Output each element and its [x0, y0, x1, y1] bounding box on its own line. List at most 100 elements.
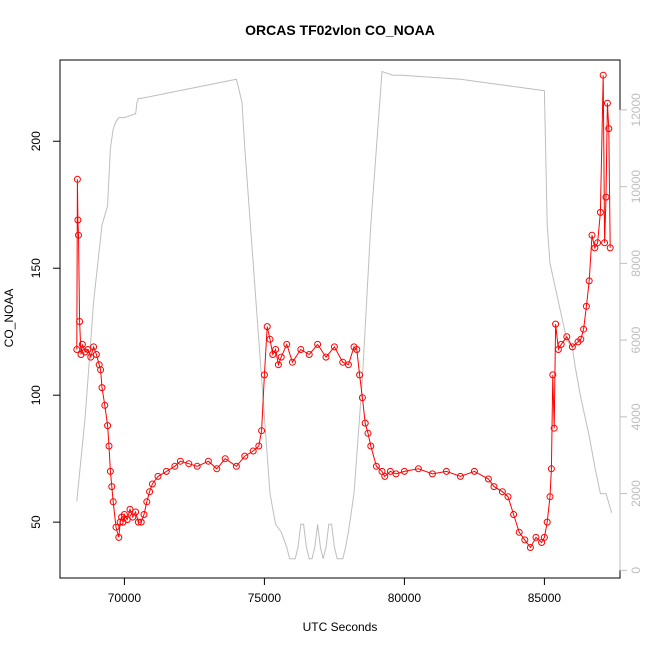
data-point: [106, 467, 114, 475]
data-point: [603, 99, 611, 107]
data-point: [550, 424, 558, 432]
data-point: [116, 518, 124, 526]
y2-tick-label: 4000: [629, 403, 643, 430]
data-point: [358, 394, 366, 402]
y2-tick-label: 2000: [629, 480, 643, 507]
data-point: [490, 483, 498, 491]
data-point: [504, 493, 512, 501]
data-point: [547, 465, 555, 473]
y-axis-label: CO_NOAA: [2, 289, 16, 348]
data-point: [84, 346, 92, 353]
primary-series: [73, 71, 614, 551]
data-point: [258, 427, 266, 435]
data-point: [255, 442, 263, 450]
data-point: [90, 343, 98, 351]
data-point: [78, 340, 86, 348]
data-point: [260, 371, 268, 379]
y-axis-left: 50 100 150 200: [29, 131, 61, 529]
data-point: [563, 333, 571, 341]
data-point: [322, 353, 330, 361]
data-point: [162, 467, 170, 475]
data-point: [283, 340, 291, 348]
data-point: [546, 493, 554, 501]
y2-tick-label: 0: [629, 567, 643, 574]
data-point: [582, 302, 590, 310]
data-point: [75, 231, 82, 239]
data-point: [557, 340, 565, 348]
data-point: [353, 346, 361, 353]
data-point: [232, 462, 240, 470]
data-point: [105, 442, 113, 450]
data-point: [132, 508, 140, 516]
data-point: [386, 467, 394, 475]
data-point: [95, 361, 103, 369]
data-point: [606, 244, 614, 252]
data-point: [549, 371, 557, 379]
data-point: [526, 544, 534, 551]
data-point: [585, 277, 593, 285]
data-point: [126, 505, 134, 513]
data-point: [456, 472, 464, 480]
y-tick-label: 50: [29, 515, 43, 529]
data-point: [137, 518, 145, 526]
data-point: [146, 488, 154, 496]
secondary-series-line: [76, 70, 613, 560]
data-point: [381, 472, 389, 480]
data-point: [148, 480, 156, 488]
data-point: [400, 467, 408, 475]
data-point: [428, 470, 436, 478]
data-point: [414, 465, 422, 473]
x-tick-label: 75000: [248, 591, 282, 605]
data-point: [249, 447, 257, 455]
data-point: [367, 442, 375, 450]
data-point: [543, 518, 551, 526]
data-point: [392, 470, 400, 478]
data-point: [115, 533, 123, 541]
chart-title: ORCAS TF02vlon CO_NOAA: [245, 22, 435, 38]
data-point: [470, 467, 478, 475]
data-point: [112, 523, 120, 531]
data-point: [154, 472, 162, 480]
data-point: [104, 422, 112, 430]
data-point: [580, 325, 588, 333]
data-point: [364, 429, 372, 437]
y-tick-label: 100: [29, 385, 43, 405]
data-point: [193, 462, 201, 470]
data-point: [356, 371, 364, 379]
data-point: [171, 462, 179, 470]
data-point: [484, 475, 492, 483]
data-point: [588, 231, 596, 239]
data-point: [594, 239, 602, 247]
data-point: [98, 384, 106, 392]
y-tick-label: 150: [29, 258, 43, 278]
data-point: [601, 239, 609, 247]
data-point: [521, 536, 529, 544]
data-point: [263, 323, 271, 331]
data-point: [176, 457, 184, 465]
y2-tick-label: 10000: [629, 170, 643, 204]
data-point: [143, 498, 151, 506]
data-point: [605, 125, 613, 133]
data-point: [515, 528, 523, 536]
x-tick-label: 80000: [388, 591, 422, 605]
data-point: [339, 358, 347, 366]
x-axis-label: UTC Seconds: [303, 620, 378, 634]
data-point: [361, 419, 369, 427]
data-point: [305, 351, 313, 358]
data-point: [108, 483, 116, 491]
data-point: [241, 452, 249, 460]
data-point: [92, 351, 100, 358]
data-point: [288, 358, 296, 366]
data-point: [372, 462, 380, 470]
data-point: [274, 361, 282, 369]
x-tick-label: 70000: [108, 591, 142, 605]
data-point: [123, 516, 131, 524]
data-point: [101, 401, 109, 409]
y2-tick-label: 6000: [629, 326, 643, 353]
data-point: [74, 216, 82, 224]
y2-tick-label: 8000: [629, 250, 643, 277]
data-point: [596, 208, 604, 216]
data-point: [140, 511, 148, 518]
secondary-series: [76, 70, 613, 560]
data-point: [442, 467, 450, 475]
